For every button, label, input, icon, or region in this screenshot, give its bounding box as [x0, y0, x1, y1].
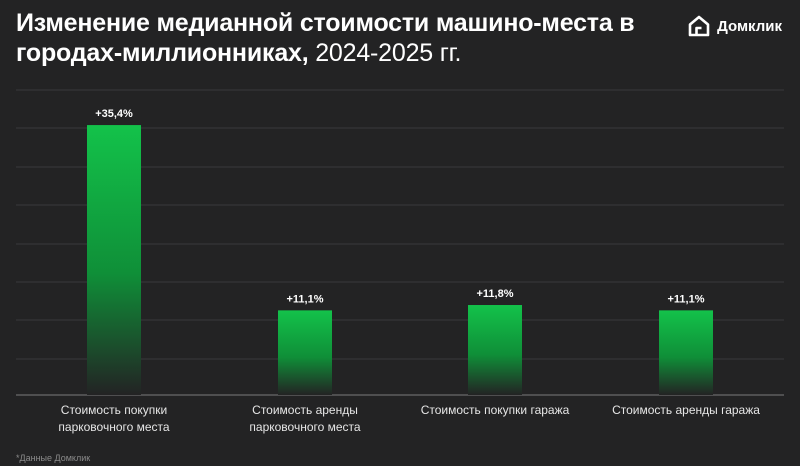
data-label: +11,8%	[476, 288, 513, 300]
house-logo-icon	[688, 15, 710, 37]
x-tick-label: Стоимость покупки гаража	[421, 403, 570, 417]
category-labels: Стоимость покупки парковочного места Стоим…	[58, 403, 760, 434]
gridlines	[16, 89, 784, 396]
bar	[87, 125, 141, 395]
x-tick-label: Стоимость аренды гаража	[612, 403, 760, 417]
brand-name: Домклик	[717, 17, 782, 35]
x-tick-label: парковочного места	[58, 420, 170, 434]
data-label: +11,1%	[667, 293, 704, 305]
chart-title-main: Изменение медианной стоимости машино-мес…	[16, 9, 635, 67]
data-label: +35,4%	[95, 108, 133, 120]
source-footnote: *Данные Домклик	[16, 453, 91, 463]
x-tick-label: парковочного места	[249, 420, 361, 434]
x-tick-label: Стоимость аренды	[252, 403, 358, 417]
chart-title-period: 2024-2025 гг.	[315, 39, 462, 67]
data-labels: +35,4% +11,1% +11,8% +11,1%	[95, 108, 705, 305]
bar	[468, 305, 522, 395]
bar	[278, 310, 332, 395]
x-tick-label: Стоимость покупки	[61, 403, 167, 417]
data-label: +11,1%	[286, 293, 323, 305]
bars	[87, 125, 713, 395]
bar	[659, 310, 713, 395]
chart-title: Изменение медианной стоимости машино-мес…	[16, 8, 636, 68]
brand-logo: Домклик	[687, 14, 782, 38]
